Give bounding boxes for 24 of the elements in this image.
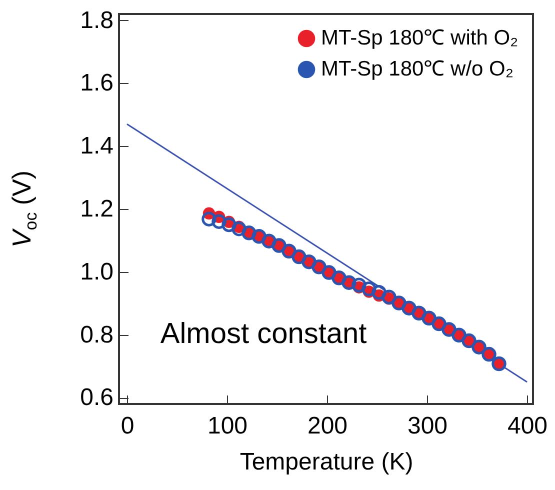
point xyxy=(222,217,236,232)
y-tick-label: 1.6 xyxy=(80,70,114,97)
point xyxy=(212,214,226,229)
x-tick-label: 200 xyxy=(307,412,348,440)
point xyxy=(382,290,396,304)
x-tick-label: 400 xyxy=(507,412,548,440)
x-tick-label: 0 xyxy=(120,412,134,440)
y-tick-label: 1.2 xyxy=(80,196,114,222)
x-tick-label: 300 xyxy=(407,412,448,440)
point xyxy=(202,212,216,226)
point xyxy=(362,282,376,296)
y-tick-label: 1.4 xyxy=(80,132,114,160)
point xyxy=(352,278,366,292)
y-tick-label: 1.0 xyxy=(80,258,114,286)
x-axis-title: Temperature (K) xyxy=(240,448,414,476)
annotation: Almost constant xyxy=(160,318,367,350)
y-tick-label: 1.8 xyxy=(80,6,114,34)
y-tick-label: 0.6 xyxy=(80,384,114,412)
y-tick-label: 0.8 xyxy=(80,321,114,348)
legend-label: MT-Sp 180℃ w/o O₂ xyxy=(321,58,514,80)
legend-label: MT-Sp 180℃ with O₂ xyxy=(321,26,518,50)
point xyxy=(232,221,246,236)
x-tick-label: 100 xyxy=(207,412,248,440)
point xyxy=(372,284,386,300)
